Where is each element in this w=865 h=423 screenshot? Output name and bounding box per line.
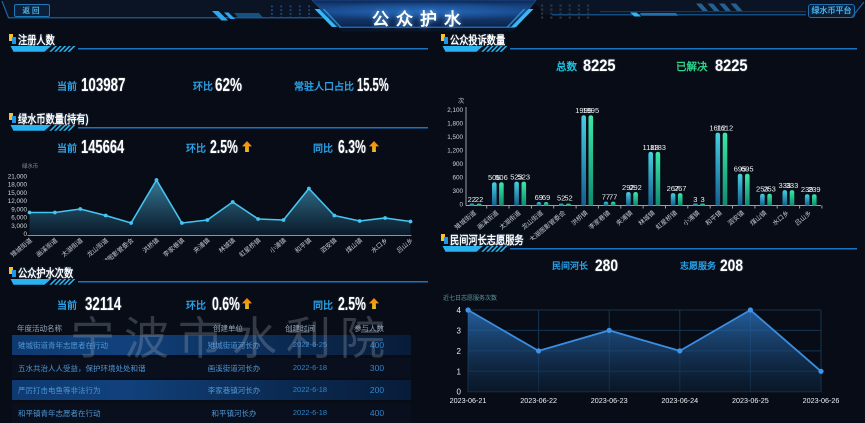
svg-text:李家巷镇: 李家巷镇 <box>161 235 187 259</box>
svg-text:洪桥镇: 洪桥镇 <box>569 208 590 228</box>
svg-text:239: 239 <box>801 185 814 194</box>
svg-text:次: 次 <box>458 97 464 105</box>
svg-text:15,000: 15,000 <box>8 190 28 197</box>
svg-text:雉城街道: 雉城街道 <box>8 235 34 259</box>
svg-text:1995: 1995 <box>582 106 599 115</box>
svg-text:0: 0 <box>459 202 463 209</box>
svg-text:523: 523 <box>518 173 531 182</box>
svg-text:253: 253 <box>763 185 776 194</box>
svg-text:吕山乡: 吕山乡 <box>793 208 813 227</box>
svg-text:2023-06-21: 2023-06-21 <box>450 396 487 405</box>
svg-text:6,000: 6,000 <box>11 215 27 222</box>
svg-text:1612: 1612 <box>709 124 726 133</box>
svg-text:太湖街道: 太湖街道 <box>59 235 85 259</box>
svg-text:2023-06-22: 2023-06-22 <box>520 396 557 405</box>
svg-text:253: 253 <box>756 185 769 194</box>
svg-text:水口乡: 水口乡 <box>770 208 790 227</box>
svg-text:李家巷镇: 李家巷镇 <box>587 208 613 232</box>
svg-text:1183: 1183 <box>650 143 666 152</box>
svg-text:695: 695 <box>734 165 747 174</box>
svg-text:0: 0 <box>23 231 27 238</box>
svg-text:52: 52 <box>564 194 572 203</box>
svg-text:虹星桥镇: 虹星桥镇 <box>237 235 263 259</box>
svg-text:洪桥镇: 洪桥镇 <box>140 235 161 255</box>
svg-text:雉城街道: 雉城街道 <box>452 208 478 232</box>
svg-text:虹星桥镇: 虹星桥镇 <box>654 208 680 232</box>
svg-text:292: 292 <box>629 183 642 192</box>
svg-text:900: 900 <box>452 161 463 168</box>
svg-text:1,200: 1,200 <box>447 148 463 155</box>
svg-text:泗安镇: 泗安镇 <box>726 208 747 228</box>
svg-text:龙山街道: 龙山街道 <box>85 235 111 259</box>
svg-text:333: 333 <box>786 181 799 190</box>
svg-text:506: 506 <box>488 173 501 182</box>
svg-text:2023-06-23: 2023-06-23 <box>591 396 628 405</box>
svg-text:69: 69 <box>542 193 550 202</box>
svg-text:77: 77 <box>609 193 617 202</box>
svg-text:333: 333 <box>778 181 791 190</box>
svg-text:小浦镇: 小浦镇 <box>681 208 702 228</box>
svg-text:3: 3 <box>693 195 697 204</box>
svg-text:夹浦镇: 夹浦镇 <box>614 208 635 228</box>
svg-text:1,500: 1,500 <box>447 134 463 141</box>
svg-text:1,800: 1,800 <box>447 121 463 128</box>
svg-text:292: 292 <box>622 183 635 192</box>
svg-text:506: 506 <box>495 173 508 182</box>
svg-text:林城镇: 林城镇 <box>636 208 657 228</box>
svg-text:22: 22 <box>468 195 476 204</box>
svg-text:9,000: 9,000 <box>11 206 27 213</box>
svg-text:绿水币: 绿水币 <box>22 162 38 170</box>
svg-text:300: 300 <box>452 188 463 195</box>
svg-text:2023-06-26: 2023-06-26 <box>803 396 840 405</box>
svg-text:1995: 1995 <box>575 106 592 115</box>
svg-text:夹浦镇: 夹浦镇 <box>191 235 212 255</box>
svg-text:0: 0 <box>457 388 462 397</box>
svg-text:1183: 1183 <box>643 143 659 152</box>
svg-text:2023-06-24: 2023-06-24 <box>661 396 698 405</box>
svg-text:267: 267 <box>674 184 687 193</box>
svg-text:太湖街道: 太湖街道 <box>497 208 523 232</box>
svg-text:267: 267 <box>667 184 680 193</box>
svg-text:12,000: 12,000 <box>8 198 28 205</box>
svg-text:煤山镇: 煤山镇 <box>748 208 769 228</box>
svg-text:1612: 1612 <box>717 124 734 133</box>
svg-text:21,000: 21,000 <box>8 174 28 181</box>
svg-text:52: 52 <box>557 194 565 203</box>
svg-text:69: 69 <box>535 193 543 202</box>
svg-text:和平镇: 和平镇 <box>703 208 724 228</box>
svg-text:3: 3 <box>701 195 705 204</box>
svg-text:239: 239 <box>808 185 821 194</box>
svg-text:水口乡: 水口乡 <box>369 236 389 255</box>
svg-text:画溪街道: 画溪街道 <box>34 235 60 259</box>
svg-text:近七日志愿服务次数: 近七日志愿服务次数 <box>443 294 497 302</box>
svg-text:523: 523 <box>510 173 523 182</box>
svg-text:吕山乡: 吕山乡 <box>394 236 414 255</box>
svg-text:2023-06-25: 2023-06-25 <box>732 396 769 405</box>
svg-text:1: 1 <box>457 367 462 376</box>
svg-text:2: 2 <box>457 347 462 356</box>
svg-text:22: 22 <box>475 195 483 204</box>
svg-text:695: 695 <box>741 165 754 174</box>
svg-text:画溪街道: 画溪街道 <box>475 208 501 232</box>
svg-text:4: 4 <box>457 306 462 315</box>
svg-text:小浦镇: 小浦镇 <box>267 235 288 255</box>
svg-text:3: 3 <box>457 326 462 335</box>
svg-text:和平镇: 和平镇 <box>293 235 314 255</box>
svg-text:煤山镇: 煤山镇 <box>344 235 365 255</box>
svg-text:600: 600 <box>452 175 463 182</box>
svg-text:2,100: 2,100 <box>447 107 463 114</box>
svg-text:3,000: 3,000 <box>11 223 27 230</box>
svg-text:77: 77 <box>602 193 610 202</box>
svg-text:泗安镇: 泗安镇 <box>318 235 339 255</box>
svg-text:林城镇: 林城镇 <box>217 235 238 255</box>
svg-text:18,000: 18,000 <box>8 182 28 189</box>
